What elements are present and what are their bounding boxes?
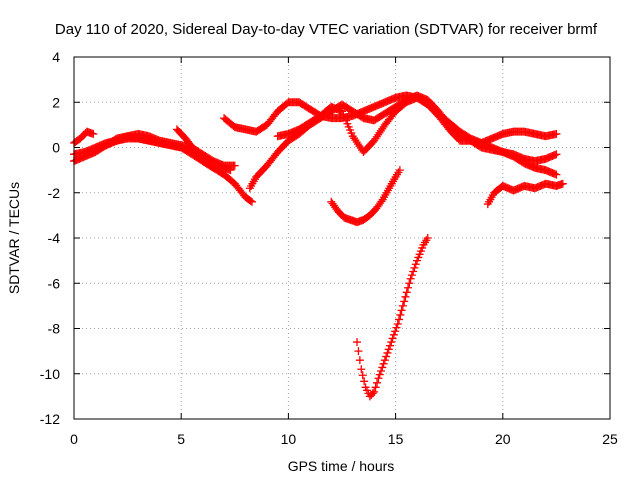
data-point — [411, 260, 420, 269]
data-point — [205, 160, 214, 169]
x-tick-label: 25 — [602, 431, 618, 447]
x-tick-label: 5 — [177, 431, 185, 447]
y-tick-label: 2 — [52, 94, 60, 110]
x-tick-label: 0 — [70, 431, 78, 447]
data-point — [377, 367, 386, 376]
data-point — [360, 377, 369, 386]
data-point — [371, 383, 380, 392]
y-tick-label: 4 — [52, 49, 60, 65]
data-point — [404, 283, 413, 292]
x-axis-label: GPS time / hours — [288, 458, 395, 474]
data-point — [406, 274, 415, 283]
y-tick-label: 0 — [52, 140, 60, 156]
data-point — [384, 345, 393, 354]
data-point — [386, 341, 395, 350]
data-point — [397, 306, 406, 315]
data-series — [327, 166, 404, 227]
data-point — [401, 292, 410, 301]
data-point — [377, 197, 386, 206]
y-tick-label: -2 — [48, 185, 61, 201]
chart-title: Day 110 of 2020, Sidereal Day-to-day VTE… — [55, 21, 598, 38]
data-point — [388, 334, 397, 343]
data-point — [354, 347, 363, 356]
data-point — [368, 389, 377, 398]
data-point — [552, 129, 561, 138]
y-tick-label: -8 — [48, 321, 61, 337]
data-point — [393, 319, 402, 328]
data-point — [246, 196, 255, 205]
data-point — [379, 359, 388, 368]
data-point — [358, 371, 367, 380]
data-point — [410, 263, 419, 272]
y-tick-label: -12 — [40, 411, 60, 427]
x-tick-label: 10 — [281, 431, 297, 447]
data-point — [402, 288, 411, 297]
data-point — [387, 338, 396, 347]
data-series — [70, 127, 98, 147]
data-point — [353, 338, 362, 347]
data-point — [370, 387, 379, 396]
data-point — [391, 327, 400, 336]
plot-area — [70, 91, 567, 401]
data-point — [552, 150, 561, 159]
data-point — [558, 179, 567, 188]
y-tick-label: -6 — [48, 275, 61, 291]
data-point — [357, 365, 366, 374]
data-point — [247, 197, 256, 206]
data-point — [374, 374, 383, 383]
data-point — [230, 161, 239, 170]
y-axis-label: SDTVAR / TECUs — [6, 182, 22, 294]
data-point — [396, 310, 405, 319]
data-point — [423, 234, 432, 242]
data-point — [207, 161, 216, 170]
data-point — [380, 356, 389, 365]
data-point — [382, 352, 391, 361]
data-point — [400, 297, 409, 306]
data-point — [409, 267, 418, 276]
data-series — [353, 234, 432, 401]
data-point — [89, 129, 98, 138]
data-series — [273, 93, 561, 166]
data-point — [395, 315, 404, 324]
data-series — [483, 179, 567, 209]
axis-ticks — [73, 56, 611, 420]
data-point — [383, 348, 392, 357]
data-point — [373, 378, 382, 387]
data-point — [405, 279, 414, 288]
x-tick-label: 15 — [388, 431, 404, 447]
y-tick-label: -10 — [40, 366, 60, 382]
data-point — [398, 301, 407, 310]
data-series — [172, 125, 216, 170]
data-series — [102, 129, 239, 170]
y-tick-label: -4 — [48, 230, 61, 246]
data-point — [552, 170, 561, 179]
data-point — [392, 323, 401, 332]
data-point — [355, 356, 364, 365]
data-point — [378, 363, 387, 372]
x-tick-label: 20 — [495, 431, 511, 447]
data-point — [395, 166, 404, 175]
data-point — [375, 370, 384, 379]
data-point — [407, 271, 416, 280]
data-point — [389, 330, 398, 339]
